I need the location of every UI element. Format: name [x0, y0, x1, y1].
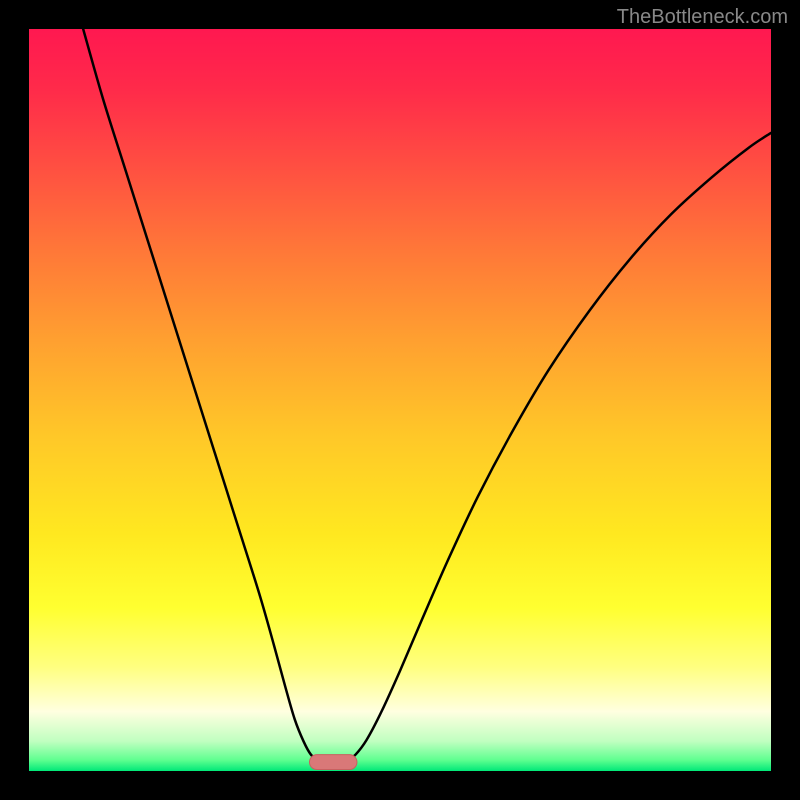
gradient-background	[29, 29, 771, 771]
plot-area	[29, 29, 771, 771]
watermark-text: TheBottleneck.com	[617, 6, 788, 29]
optimum-marker	[309, 755, 356, 770]
chart-frame: TheBottleneck.com	[0, 0, 800, 800]
bottleneck-curve-chart	[29, 29, 771, 771]
